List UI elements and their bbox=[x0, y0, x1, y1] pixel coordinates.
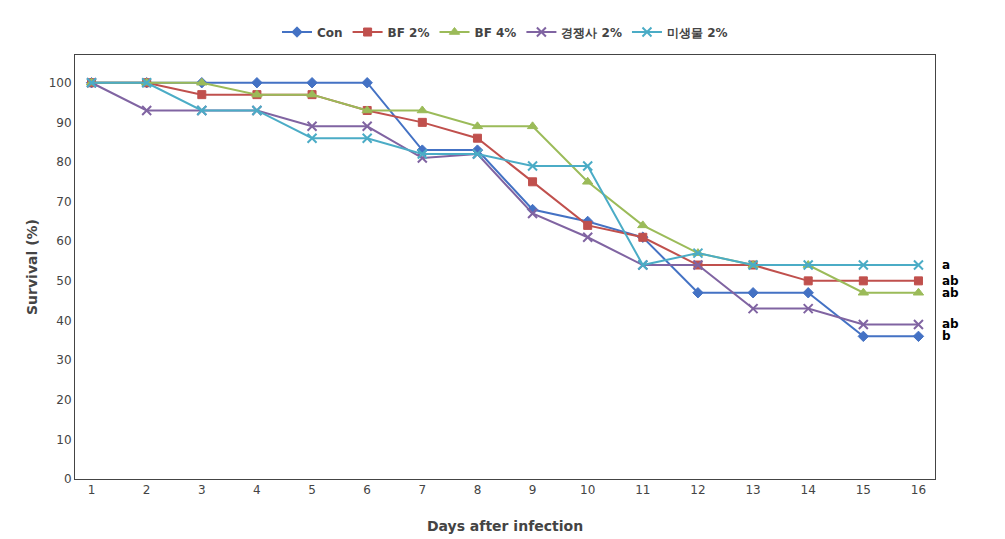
svg-text:10: 10 bbox=[56, 433, 71, 447]
svg-text:0: 0 bbox=[64, 472, 72, 486]
svg-text:7: 7 bbox=[418, 483, 426, 497]
svg-text:80: 80 bbox=[56, 155, 71, 169]
svg-text:2: 2 bbox=[143, 483, 151, 497]
svg-text:Con: Con bbox=[317, 26, 343, 40]
svg-text:3: 3 bbox=[198, 483, 206, 497]
svg-text:12: 12 bbox=[690, 483, 705, 497]
svg-text:b: b bbox=[942, 329, 951, 343]
svg-text:9: 9 bbox=[529, 483, 537, 497]
svg-text:BF 2%: BF 2% bbox=[388, 26, 430, 40]
svg-text:70: 70 bbox=[56, 195, 71, 209]
svg-text:Survival (%): Survival (%) bbox=[24, 219, 40, 315]
svg-text:30: 30 bbox=[56, 353, 71, 367]
svg-text:ab: ab bbox=[942, 317, 959, 331]
svg-text:8: 8 bbox=[474, 483, 482, 497]
svg-text:60: 60 bbox=[56, 234, 71, 248]
svg-text:13: 13 bbox=[745, 483, 760, 497]
svg-text:미생물 2%: 미생물 2% bbox=[667, 26, 728, 40]
svg-text:10: 10 bbox=[580, 483, 595, 497]
svg-text:14: 14 bbox=[801, 483, 816, 497]
svg-text:a: a bbox=[942, 258, 950, 272]
svg-text:ab: ab bbox=[942, 286, 959, 300]
svg-text:Days after infection: Days after infection bbox=[427, 518, 583, 534]
svg-text:ab: ab bbox=[942, 274, 959, 288]
svg-text:6: 6 bbox=[363, 483, 371, 497]
svg-text:BF 4%: BF 4% bbox=[475, 26, 517, 40]
svg-text:20: 20 bbox=[56, 393, 71, 407]
svg-text:1: 1 bbox=[88, 483, 96, 497]
svg-text:50: 50 bbox=[56, 274, 71, 288]
svg-text:100: 100 bbox=[49, 76, 72, 90]
svg-text:4: 4 bbox=[253, 483, 261, 497]
svg-text:11: 11 bbox=[635, 483, 650, 497]
svg-text:90: 90 bbox=[56, 116, 71, 130]
svg-text:5: 5 bbox=[308, 483, 316, 497]
svg-text:15: 15 bbox=[856, 483, 871, 497]
svg-text:경쟁사 2%: 경쟁사 2% bbox=[561, 26, 622, 40]
svg-text:40: 40 bbox=[56, 314, 71, 328]
svg-text:16: 16 bbox=[911, 483, 926, 497]
